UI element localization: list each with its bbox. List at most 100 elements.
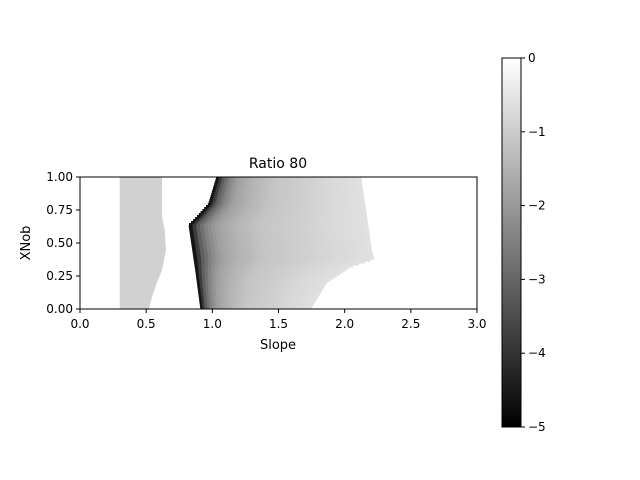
heatmap-cell xyxy=(325,267,330,270)
heatmap-cell xyxy=(336,243,342,246)
heatmap-cell xyxy=(203,249,208,252)
heatmap-cell xyxy=(286,265,291,268)
heatmap-cell xyxy=(311,205,316,208)
heatmap-cell xyxy=(209,213,214,216)
heatmap-cell xyxy=(309,193,314,196)
heatmap-cell xyxy=(236,191,241,194)
heatmap-cell xyxy=(295,215,300,218)
heatmap-cell xyxy=(230,303,234,306)
heatmap-cell xyxy=(196,275,200,278)
heatmap-cell xyxy=(310,279,314,282)
heatmap-cell xyxy=(204,299,208,302)
heatmap-cell xyxy=(291,299,295,302)
heatmap-cell xyxy=(260,295,264,298)
heatmap-cell xyxy=(197,231,202,234)
heatmap-cell xyxy=(223,293,227,296)
heatmap-cell xyxy=(353,229,358,232)
heatmap-cell xyxy=(228,239,233,242)
heatmap-cell xyxy=(215,201,220,204)
heatmap-cell xyxy=(280,237,285,240)
heatmap-cell xyxy=(326,271,331,274)
heatmap-cell xyxy=(239,277,243,280)
heatmap-cell xyxy=(344,243,349,246)
heatmap-cell xyxy=(226,231,232,234)
heatmap-cell xyxy=(291,217,296,220)
heatmap-cell xyxy=(217,193,222,196)
heatmap-cell xyxy=(199,301,203,304)
heatmap-cell xyxy=(255,285,259,288)
heatmap-cell xyxy=(263,295,267,298)
heatmap-cell xyxy=(274,305,278,308)
heatmap-cell xyxy=(318,259,324,262)
heatmap-cell xyxy=(234,287,238,290)
heatmap-cell xyxy=(322,201,327,204)
heatmap-cell xyxy=(219,231,224,234)
heatmap-cell xyxy=(260,201,265,204)
heatmap-cell xyxy=(322,195,326,198)
heatmap-cell xyxy=(289,203,294,206)
heatmap-cell xyxy=(260,231,265,234)
heatmap-cell xyxy=(247,265,252,268)
heatmap-cell xyxy=(285,205,290,208)
heatmap-cell xyxy=(276,301,280,304)
heatmap-cell xyxy=(330,217,336,220)
heatmap-cell xyxy=(208,297,212,300)
heatmap-cell xyxy=(206,301,210,304)
heatmap-cell xyxy=(273,199,278,202)
heatmap-cell xyxy=(229,249,234,252)
heatmap-cell xyxy=(213,271,218,274)
heatmap-cell xyxy=(261,219,267,222)
heatmap-cell xyxy=(306,239,311,242)
heatmap-cell xyxy=(359,187,363,190)
heatmap-cell xyxy=(209,209,214,212)
heatmap-cell xyxy=(223,299,227,302)
heatmap-cell xyxy=(253,271,258,274)
heatmap-cell xyxy=(354,237,359,240)
heatmap-cell xyxy=(197,237,203,240)
heatmap-cell xyxy=(197,283,201,286)
heatmap-cell xyxy=(297,273,301,276)
heatmap-cell xyxy=(227,203,232,206)
heatmap-cell xyxy=(230,181,234,184)
heatmap-cell xyxy=(259,223,265,226)
heatmap-cell xyxy=(260,265,265,268)
heatmap-cell xyxy=(307,279,312,282)
heatmap-cell xyxy=(333,247,338,250)
heatmap-cell xyxy=(191,245,197,248)
heatmap-cell xyxy=(301,207,306,210)
heatmap-cell xyxy=(208,233,213,236)
heatmap-cell xyxy=(302,279,306,282)
heatmap-cell xyxy=(318,177,323,180)
heatmap-cell xyxy=(266,179,271,182)
heatmap-cell xyxy=(235,305,238,308)
heatmap-cell xyxy=(313,289,318,292)
heatmap-cell xyxy=(315,249,320,252)
heatmap-cell xyxy=(341,219,346,222)
heatmap-cell xyxy=(232,305,236,308)
heatmap-cell xyxy=(324,177,329,180)
heatmap-cell xyxy=(287,209,292,212)
heatmap-cell xyxy=(324,213,329,216)
heatmap-cell xyxy=(228,263,233,266)
heatmap-cell xyxy=(309,195,314,198)
heatmap-cell xyxy=(261,241,267,244)
heatmap-cell xyxy=(192,251,197,254)
heatmap-cell xyxy=(336,273,340,276)
heatmap-cell xyxy=(200,293,205,296)
heatmap-cell xyxy=(205,217,210,220)
heatmap-cell xyxy=(211,251,216,254)
heatmap-cell xyxy=(253,221,258,224)
heatmap-cell xyxy=(244,307,247,309)
heatmap-cell xyxy=(271,301,275,304)
heatmap-cell xyxy=(277,305,280,308)
heatmap-cell xyxy=(258,245,264,248)
heatmap-cell xyxy=(221,291,225,294)
heatmap-cell xyxy=(310,281,315,284)
heatmap-cell xyxy=(368,251,373,254)
heatmap-cell xyxy=(288,217,293,220)
heatmap-cell xyxy=(235,295,240,298)
heatmap-cell xyxy=(317,241,323,244)
heatmap-cell xyxy=(208,201,213,204)
heatmap-cell xyxy=(353,261,358,264)
heatmap-cell xyxy=(338,253,344,256)
